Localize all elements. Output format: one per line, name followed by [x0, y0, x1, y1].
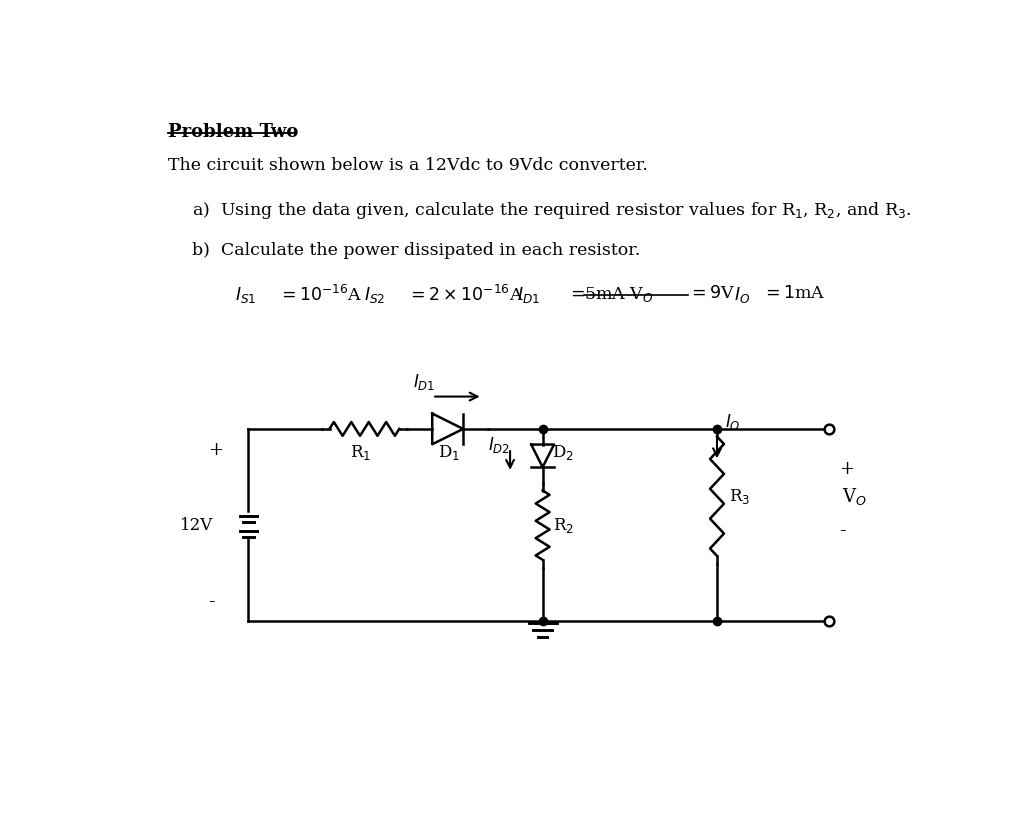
Text: R$_1$: R$_1$: [350, 443, 372, 462]
Text: +: +: [839, 460, 854, 478]
Text: D$_2$: D$_2$: [552, 443, 573, 461]
Text: $I_{D1}$: $I_{D1}$: [517, 285, 541, 305]
Text: R$_2$: R$_2$: [554, 516, 574, 535]
Text: -: -: [839, 522, 845, 540]
Text: $I_O$: $I_O$: [725, 412, 740, 432]
Text: R$_3$: R$_3$: [729, 487, 750, 506]
Text: D$_1$: D$_1$: [438, 443, 460, 462]
Text: $= 2\times10^{-16}$A: $= 2\times10^{-16}$A: [407, 285, 524, 305]
Text: 5mA V$_O$: 5mA V$_O$: [584, 285, 653, 304]
Text: $=$: $=$: [566, 285, 585, 302]
Text: $I_{S1}$: $I_{S1}$: [234, 285, 256, 305]
Text: 12V: 12V: [180, 517, 213, 534]
Text: b)  Calculate the power dissipated in each resistor.: b) Calculate the power dissipated in eac…: [191, 242, 640, 259]
Text: V$_O$: V$_O$: [842, 486, 866, 507]
Text: The circuit shown below is a 12Vdc to 9Vdc converter.: The circuit shown below is a 12Vdc to 9V…: [168, 157, 648, 174]
Text: $I_{D2}$: $I_{D2}$: [488, 435, 511, 455]
Text: Problem Two: Problem Two: [168, 123, 299, 141]
Text: $= 9$V: $= 9$V: [687, 285, 735, 302]
Text: $= 1$mA: $= 1$mA: [762, 285, 825, 302]
Text: $I_{D1}$: $I_{D1}$: [413, 372, 435, 392]
Text: +: +: [208, 442, 223, 460]
Text: $= 10^{-16}$A: $= 10^{-16}$A: [279, 285, 362, 305]
Text: -: -: [208, 593, 214, 611]
Text: a)  Using the data given, calculate the required resistor values for R$_1$, R$_2: a) Using the data given, calculate the r…: [191, 200, 911, 221]
Text: $I_{S2}$: $I_{S2}$: [364, 285, 385, 305]
Text: $I_O$: $I_O$: [734, 285, 751, 305]
